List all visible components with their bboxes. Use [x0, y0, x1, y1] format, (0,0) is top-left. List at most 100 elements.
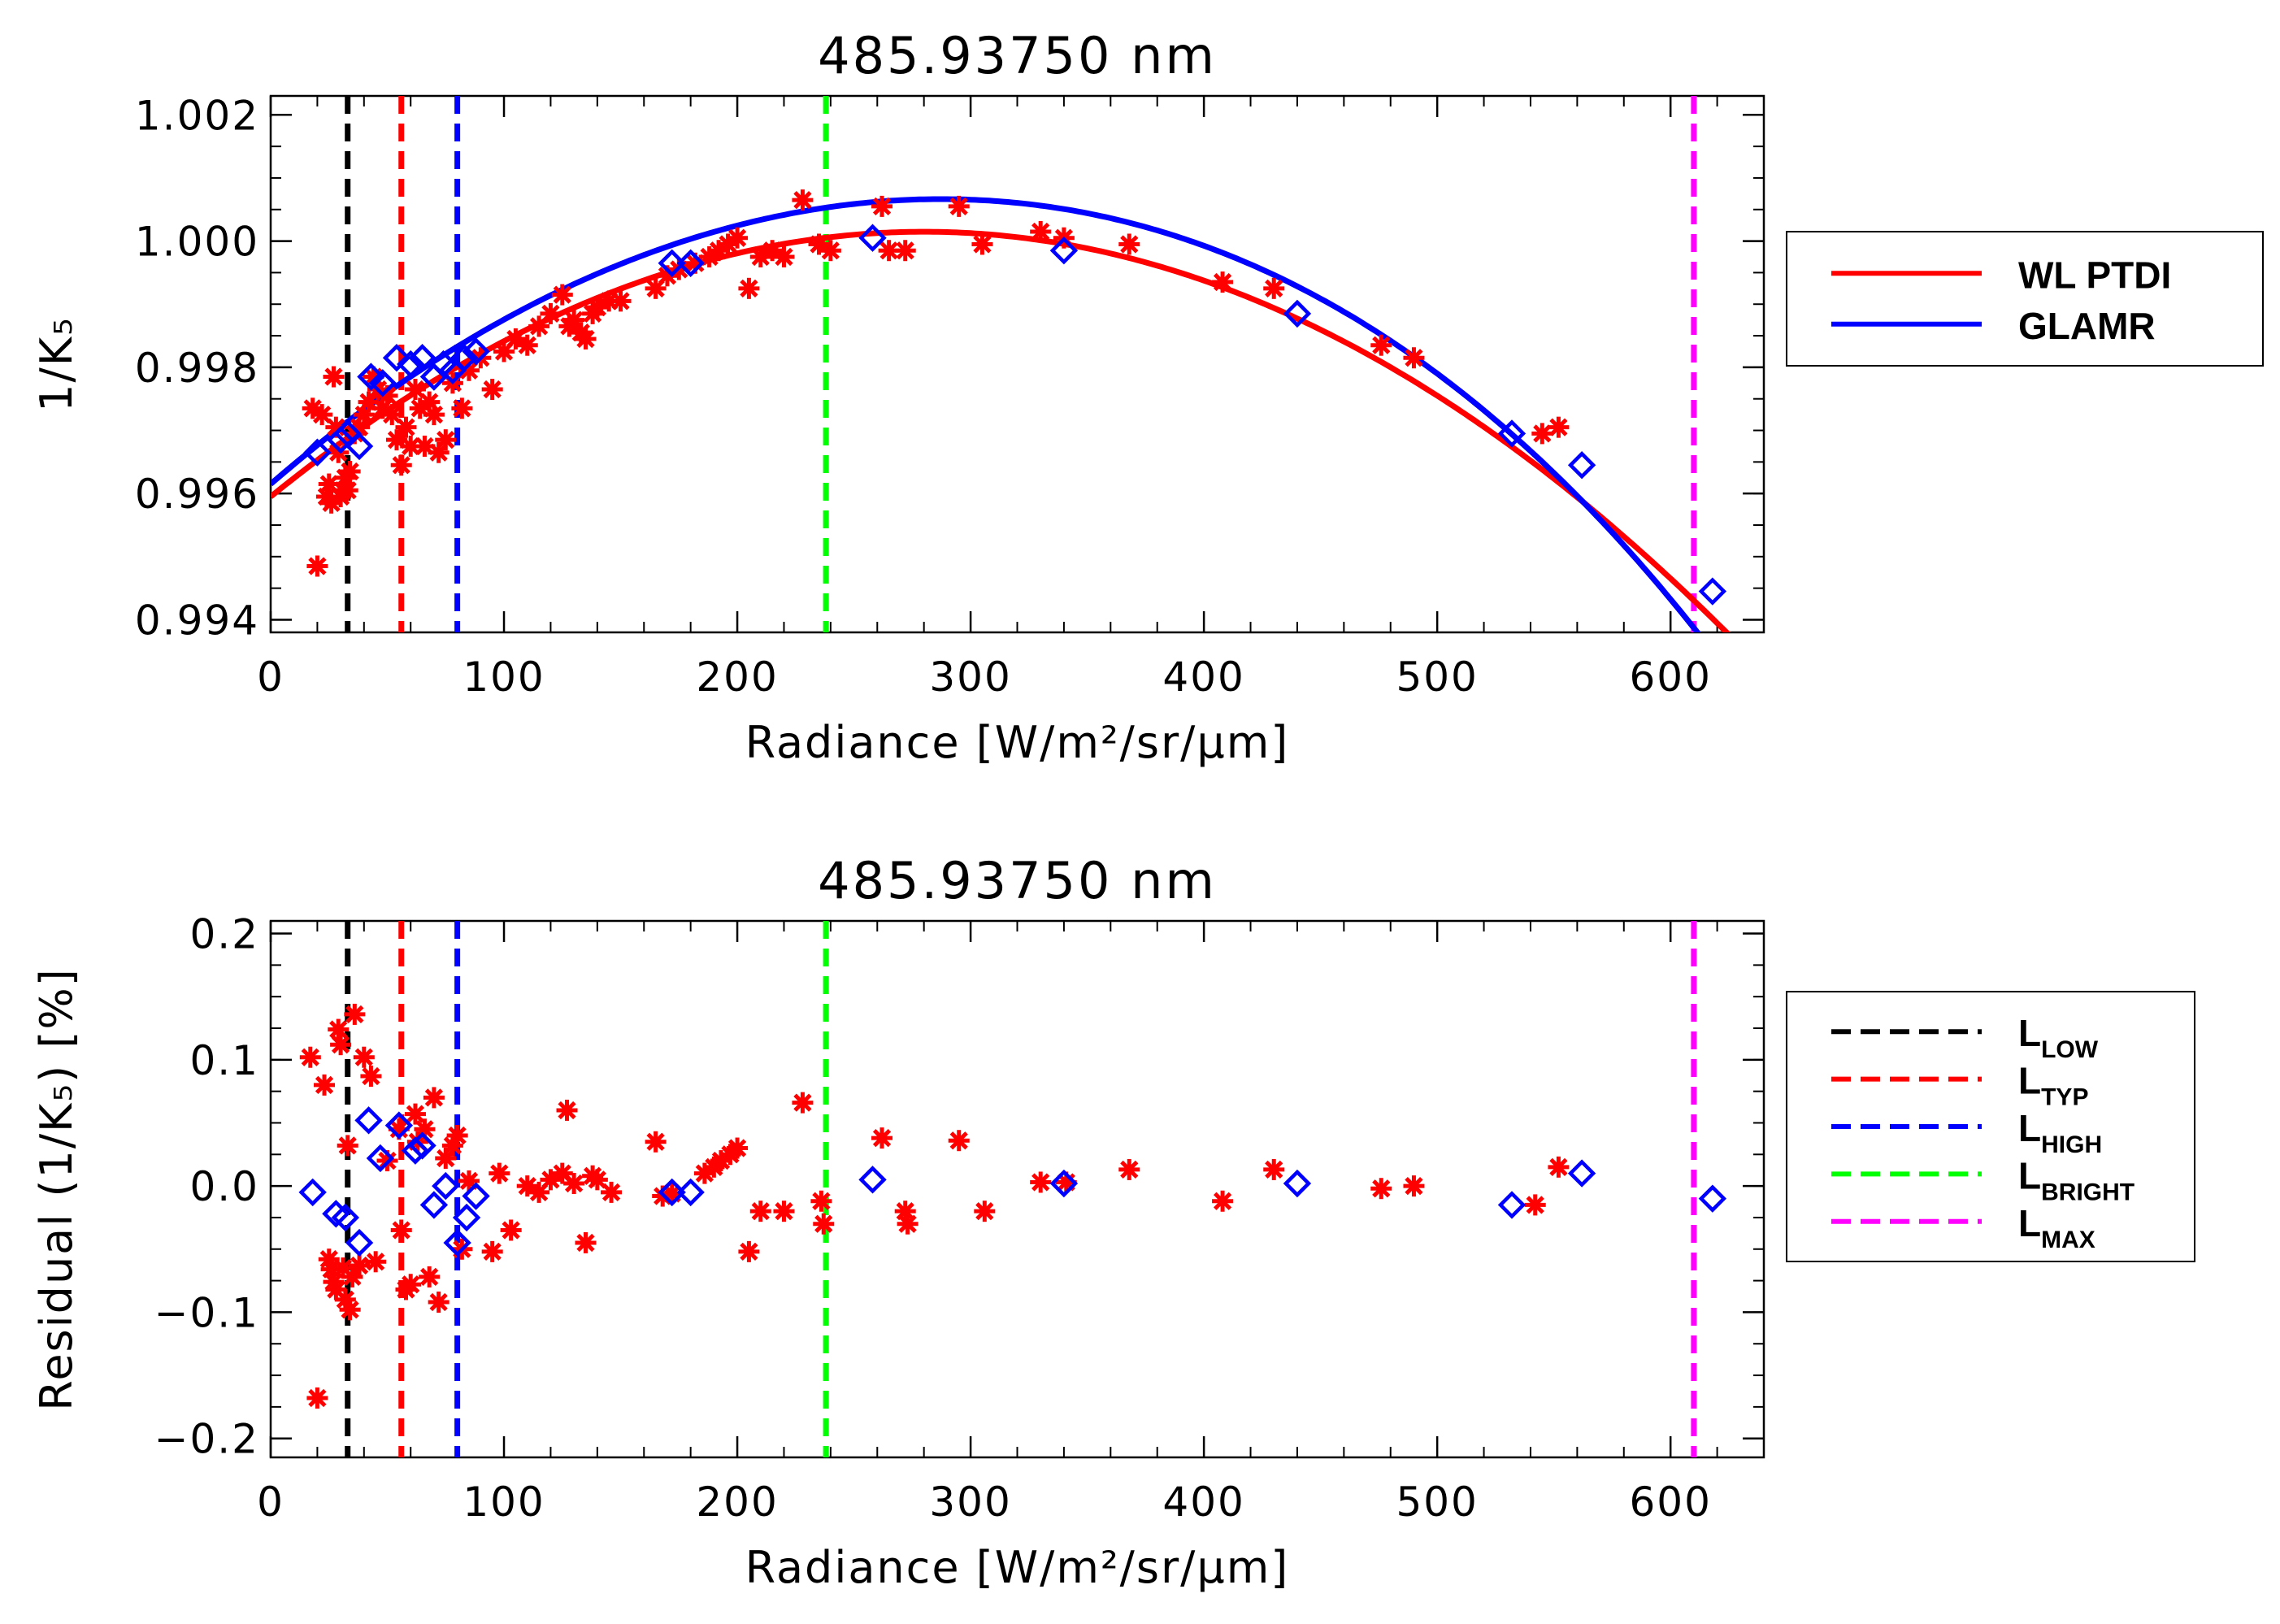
glamr-point	[354, 1106, 383, 1135]
asterisk-stroke	[459, 1171, 479, 1191]
asterisk-stroke	[793, 190, 812, 210]
plot-area	[271, 96, 1731, 632]
ptdi-point	[749, 1201, 771, 1222]
x-axis-label: Radiance [W/m²/sr/μm]	[745, 717, 1290, 768]
ptdi-point	[1531, 423, 1553, 445]
asterisk-stroke	[424, 405, 444, 424]
asterisk-stroke	[301, 1048, 319, 1066]
asterisk-stroke	[740, 279, 758, 297]
asterisk-stroke	[1405, 349, 1423, 367]
ptdi-point	[948, 195, 970, 217]
ptdi-point	[1118, 233, 1140, 255]
legend-box	[1786, 231, 2264, 367]
asterisk-stroke	[331, 1036, 350, 1054]
ptdi-point	[339, 461, 361, 482]
glamr-point	[1283, 299, 1312, 328]
ptdi-point	[337, 1135, 358, 1157]
asterisk-stroke	[775, 247, 793, 267]
ptdi-point	[1263, 1158, 1285, 1180]
legend-subscript: BRIGHT	[2041, 1179, 2135, 1205]
asterisk-stroke	[415, 436, 434, 456]
asterisk-stroke	[1213, 1192, 1232, 1210]
y-tick-label: 0.1	[189, 1037, 259, 1084]
ptdi-point	[516, 334, 538, 356]
ptdi-point	[428, 1291, 449, 1313]
ptdi-point	[451, 397, 473, 419]
glamr-point	[419, 1191, 449, 1219]
x-tick-label: 500	[1396, 654, 1478, 701]
asterisk-stroke	[406, 380, 425, 399]
ptdi-point	[353, 1046, 375, 1068]
asterisk-stroke	[336, 1290, 354, 1309]
y-tick-label: −0.1	[154, 1289, 259, 1336]
asterisk-stroke	[420, 1267, 439, 1287]
ptdi-point	[871, 195, 893, 217]
ptdi-point	[299, 1046, 321, 1068]
x-tick-label: 400	[1162, 1479, 1244, 1526]
ptdi-point	[306, 1387, 328, 1409]
ptdi-point	[337, 480, 358, 502]
asterisk-stroke	[879, 241, 898, 260]
ptdi-point	[563, 1173, 585, 1195]
asterisk-stroke	[338, 1136, 357, 1155]
asterisk-stroke	[565, 310, 584, 329]
ptdi-point	[971, 233, 993, 255]
ptdi-point	[897, 1213, 919, 1235]
ptdi-point	[792, 189, 814, 211]
asterisk-stroke	[424, 1088, 444, 1107]
y-tick-label: −0.2	[154, 1416, 259, 1463]
asterisk-stroke	[576, 1233, 595, 1253]
asterisk-stroke	[1405, 1176, 1423, 1196]
x-tick-label: 500	[1396, 1479, 1478, 1526]
asterisk-stroke	[727, 228, 747, 247]
ptdi-point	[395, 416, 417, 438]
ptdi-point	[360, 1066, 382, 1088]
ptdi-point	[1263, 277, 1285, 299]
asterisk-stroke	[402, 436, 420, 456]
glamr-point	[1497, 1191, 1527, 1219]
asterisk-stroke	[402, 1275, 420, 1294]
ptdi-point	[404, 1103, 426, 1125]
legend-subscript: LOW	[2041, 1036, 2099, 1063]
y-tick-label: 0.0	[189, 1163, 259, 1210]
ptdi-point	[1548, 1156, 1570, 1178]
ptdi-point	[381, 404, 403, 426]
asterisk-stroke	[406, 1105, 425, 1123]
ptdi-point	[390, 454, 412, 476]
ptdi-point	[311, 404, 333, 426]
chart-title: 485.93750 nm	[818, 26, 1217, 85]
x-tick-label: 400	[1162, 654, 1244, 701]
asterisk-stroke	[436, 431, 455, 449]
plot-frame	[269, 94, 1765, 634]
asterisk-stroke	[383, 405, 402, 424]
asterisk-stroke	[973, 235, 992, 254]
ptdi-point	[948, 1130, 970, 1152]
legend-label: WL PTDI	[2018, 254, 2171, 296]
asterisk-stroke	[1031, 1173, 1050, 1192]
asterisk-stroke	[415, 1120, 434, 1139]
glamr-point	[326, 425, 355, 454]
ptdi-point	[792, 1092, 814, 1114]
asterisk-stroke	[810, 235, 828, 254]
ptdi-point	[727, 227, 749, 249]
ptdi-point	[556, 1099, 578, 1121]
asterisk-stroke	[502, 1221, 520, 1240]
asterisk-stroke	[429, 1292, 448, 1312]
asterisk-stroke	[313, 405, 332, 424]
asterisk-stroke	[1549, 1157, 1568, 1176]
ptdi-point	[575, 1232, 597, 1253]
ptdi-point	[1370, 1178, 1392, 1200]
asterisk-stroke	[601, 1183, 621, 1202]
glamr-point	[452, 1203, 481, 1232]
asterisk-stroke	[872, 1128, 892, 1148]
asterisk-stroke	[327, 1280, 345, 1299]
glamr-point	[408, 1131, 436, 1160]
glamr-point	[1567, 451, 1596, 480]
glamr-point	[1698, 577, 1727, 606]
plot-frame	[269, 919, 1765, 1459]
asterisk-stroke	[740, 1242, 758, 1261]
asterisk-stroke	[1372, 1179, 1391, 1198]
asterisk-stroke	[392, 456, 410, 475]
asterisk-stroke	[397, 418, 415, 436]
ptdi-point	[423, 1087, 445, 1109]
